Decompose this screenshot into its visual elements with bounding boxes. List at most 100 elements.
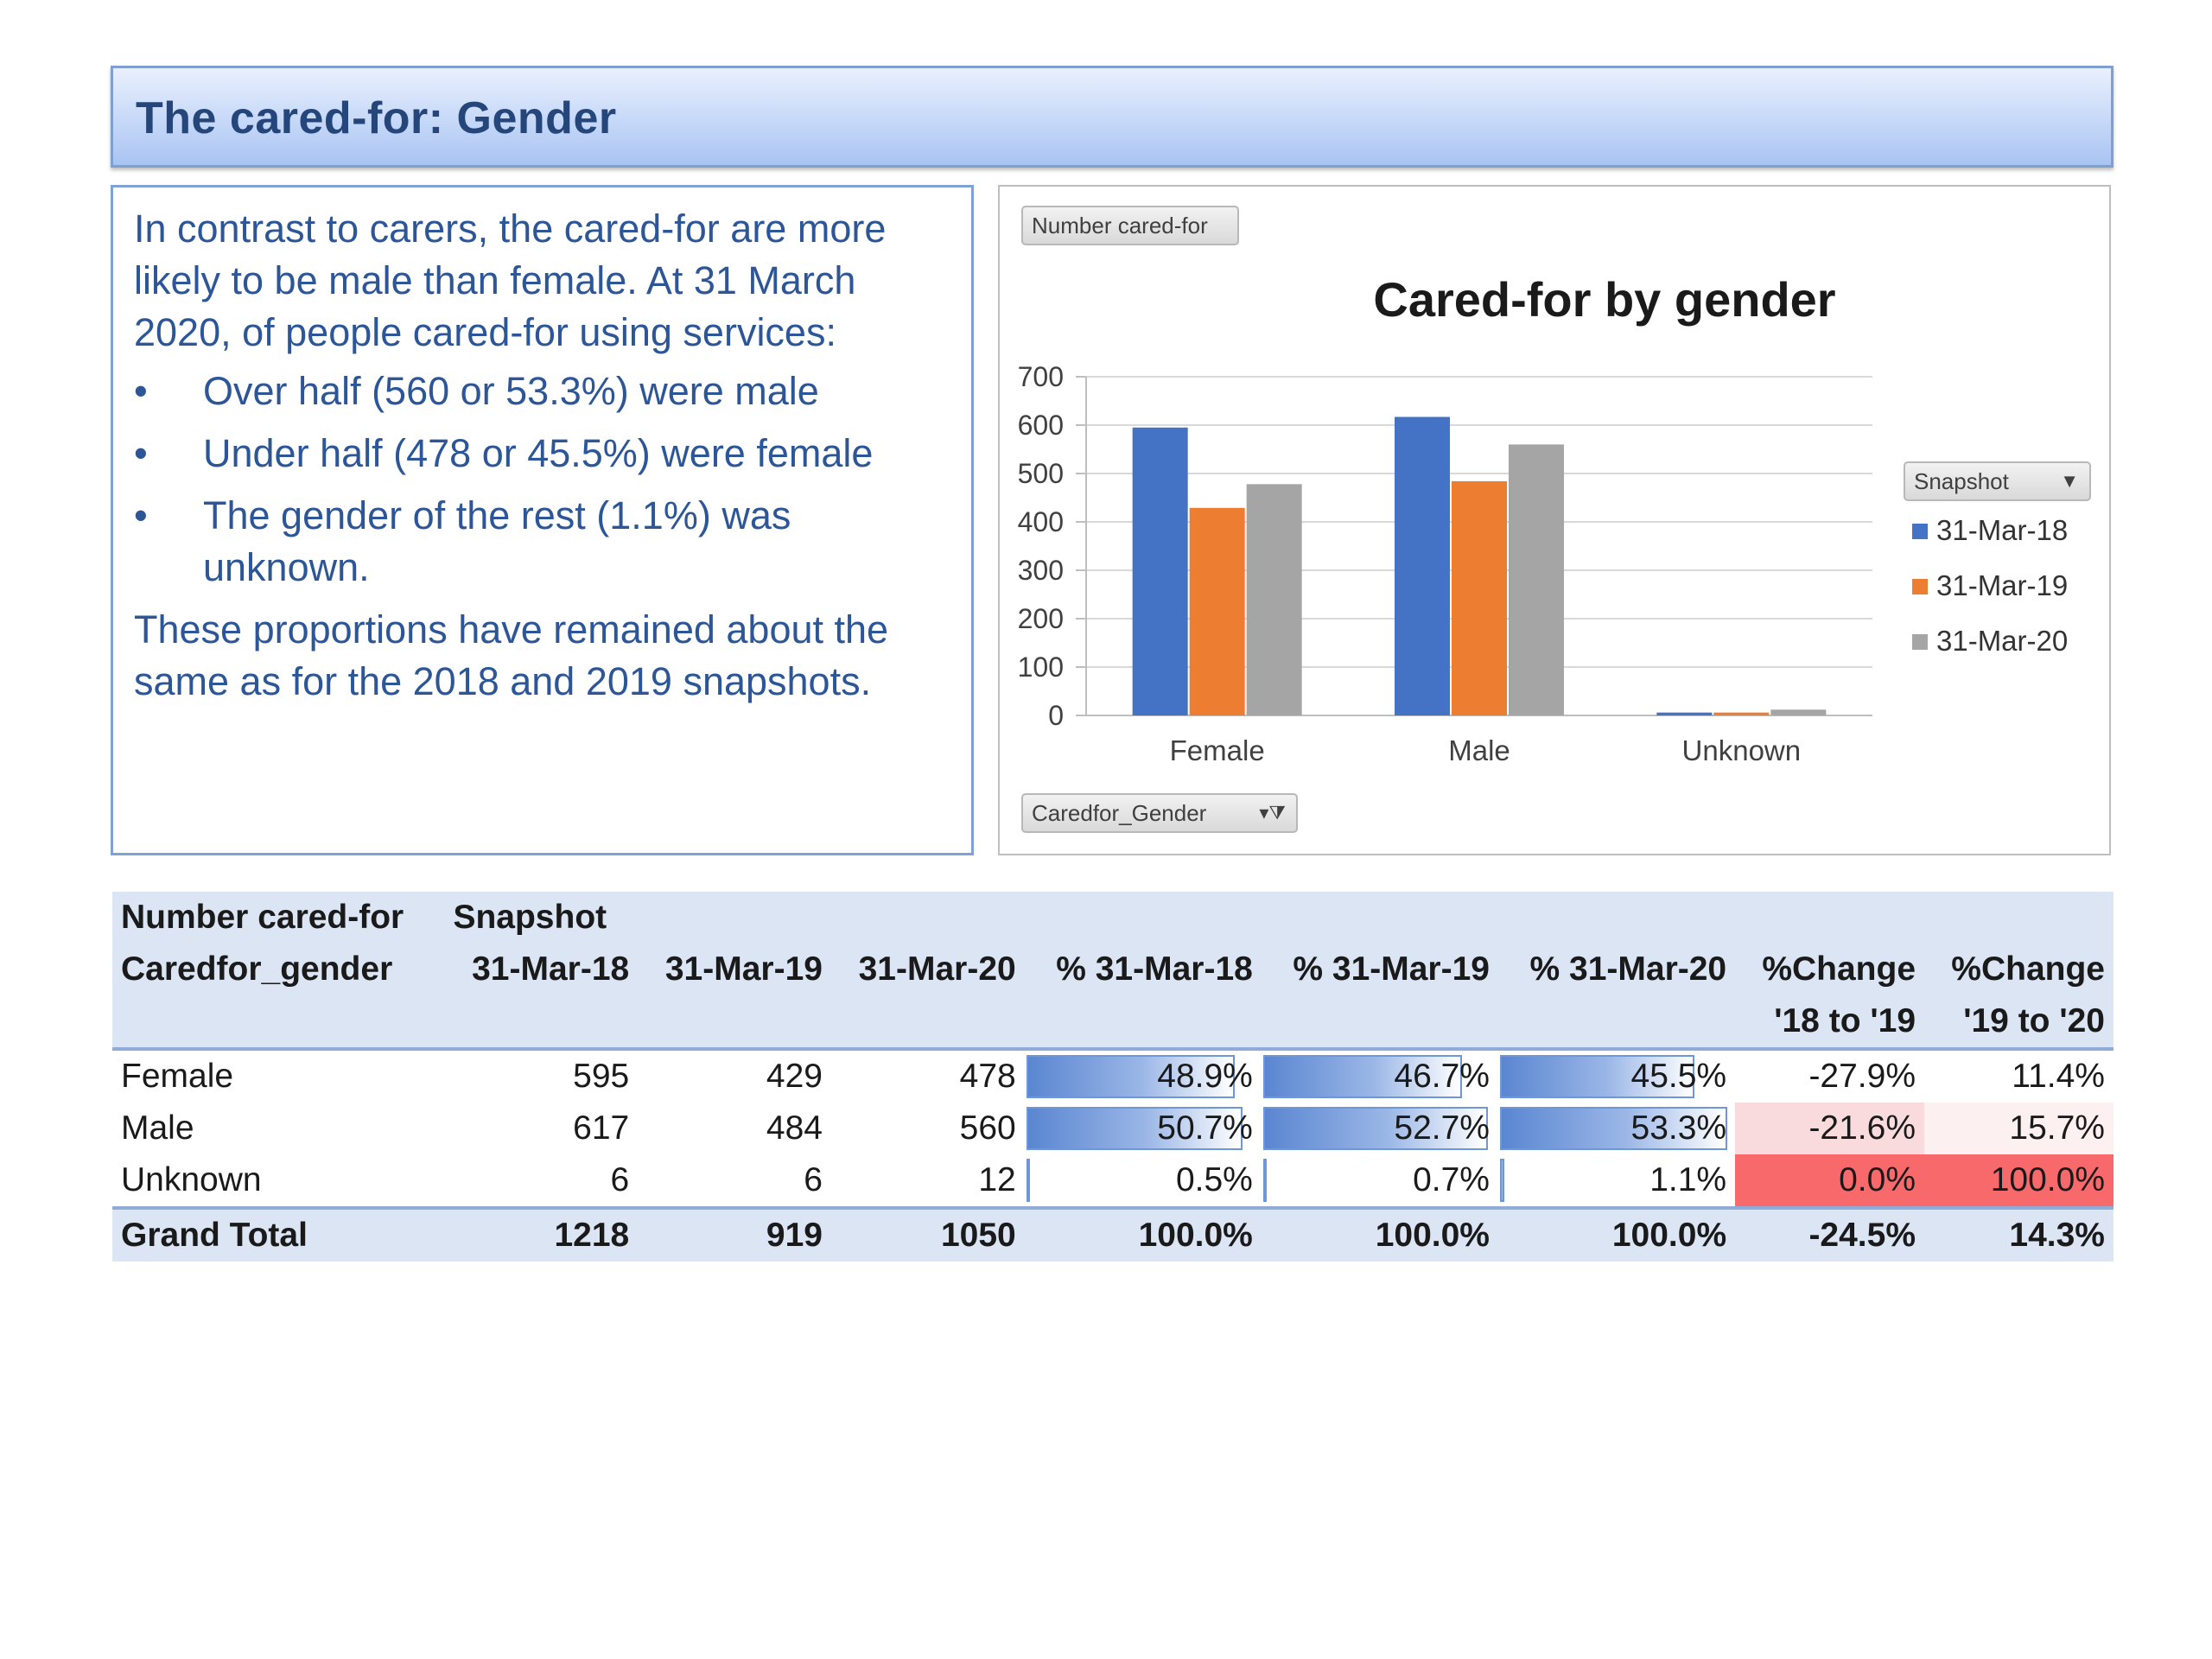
column-header: 31-Mar-18 — [444, 944, 639, 995]
count-cell: 6 — [610, 1161, 630, 1198]
bar-female-31-mar-20[interactable] — [1246, 484, 1302, 715]
y-tick-label: 100 — [1018, 652, 1064, 683]
bar-male-31-mar-19[interactable] — [1452, 480, 1507, 715]
y-tick-label: 500 — [1018, 458, 1064, 489]
percent-value: 0.7% — [1413, 1161, 1490, 1198]
bullet-text: The gender of the rest (1.1%) was unknow… — [203, 493, 791, 589]
row-label: Female — [121, 1058, 234, 1095]
table-row: Female 595 429 478 48.9% 46.7% 45.5% -27.9% 11.4… — [112, 1049, 2113, 1103]
data-bar — [1262, 1159, 1267, 1202]
percent-value: 46.7% — [1394, 1058, 1490, 1095]
bar-unknown-31-mar-20[interactable] — [1770, 709, 1827, 715]
count-cell: 478 — [959, 1058, 1016, 1095]
legend-item[interactable]: 31-Mar-20 — [1912, 624, 2068, 679]
summary-intro: In contrast to carers, the cared-for are… — [134, 207, 887, 354]
bullet-marker: • — [134, 431, 148, 475]
bar-female-31-mar-18[interactable] — [1132, 427, 1188, 715]
legend-swatch — [1912, 524, 1928, 539]
change-cell: 15.7% — [1924, 1103, 2113, 1154]
percent-cell: 53.3% — [1498, 1103, 1735, 1154]
grand-total-row: Grand Total 1218 919 1050 100.0% 100.0% … — [112, 1206, 2113, 1262]
table-column-field-header[interactable]: Snapshot — [444, 892, 639, 944]
row-label: Unknown — [121, 1161, 262, 1198]
table-row: Male 617 484 560 50.7% 52.7% 53.3% -21.6% 15.7% — [112, 1103, 2113, 1154]
count-cell: 484 — [766, 1109, 823, 1147]
change-cell: -21.6% — [1735, 1103, 1925, 1154]
count-cell: 12 — [978, 1161, 1016, 1198]
row-label: Male — [121, 1109, 194, 1147]
legend-label: 31-Mar-20 — [1936, 625, 2069, 657]
summary-bullets: • Over half (560 or 53.3%) were male • Und… — [134, 365, 950, 594]
chart-title: Cared-for by gender — [1373, 272, 1836, 327]
column-header: % 31-Mar-18 — [1024, 944, 1262, 995]
data-bar — [1499, 1055, 1694, 1098]
percent-value: 50.7% — [1157, 1109, 1253, 1147]
percent-cell: 45.5% — [1498, 1049, 1735, 1103]
change-cell: 11.4% — [1924, 1049, 2113, 1103]
legend-item[interactable]: 31-Mar-18 — [1912, 513, 2068, 569]
bar-male-31-mar-18[interactable] — [1395, 416, 1450, 715]
legend-label: 31-Mar-19 — [1936, 569, 2069, 601]
column-header-sub: '18 to '19 — [1735, 995, 1925, 1051]
bullet-marker: • — [134, 369, 148, 413]
legend-swatch — [1912, 634, 1928, 650]
data-bar — [1026, 1055, 1236, 1098]
legend-field-label: Snapshot — [1914, 468, 2009, 494]
summary-bullet: • The gender of the rest (1.1%) was unkno… — [134, 490, 950, 594]
total-value: -24.5% — [1735, 1206, 1925, 1262]
total-label: Grand Total — [112, 1206, 445, 1262]
y-tick-label: 600 — [1018, 410, 1064, 441]
percent-cell: 0.7% — [1262, 1154, 1498, 1208]
table-values-header[interactable]: Number cared-for — [112, 892, 445, 944]
data-bar — [1499, 1107, 1728, 1150]
data-bar — [1026, 1159, 1030, 1202]
bar-unknown-31-mar-18[interactable] — [1656, 712, 1713, 715]
table-row: Unknown 6 6 12 0.5% 0.7% 1.1% 0.0% 100.0% — [112, 1154, 2113, 1208]
total-value: 1050 — [830, 1206, 1025, 1262]
percent-value: 1.1% — [1649, 1161, 1727, 1198]
total-value: 1218 — [444, 1206, 639, 1262]
percent-value: 45.5% — [1630, 1058, 1727, 1095]
x-tick-label: Unknown — [1682, 734, 1802, 766]
percent-value: 0.5% — [1175, 1161, 1253, 1198]
column-header: %Change — [1924, 944, 2113, 995]
column-header: 31-Mar-20 — [830, 944, 1025, 995]
change-cell: 100.0% — [1924, 1154, 2113, 1208]
percent-value: 48.9% — [1157, 1058, 1253, 1095]
legend-item[interactable]: 31-Mar-19 — [1912, 569, 2068, 624]
total-value: 100.0% — [1261, 1206, 1498, 1262]
bar-male-31-mar-20[interactable] — [1509, 444, 1564, 715]
bar-female-31-mar-19[interactable] — [1189, 507, 1245, 715]
legend-label: 31-Mar-18 — [1936, 514, 2069, 546]
table-row-field-header[interactable]: Caredfor_gender — [112, 944, 445, 995]
y-tick-label: 200 — [1018, 603, 1064, 634]
bullet-marker: • — [134, 493, 148, 537]
dropdown-arrow-icon: ▼ — [2060, 470, 2079, 492]
column-header: % 31-Mar-19 — [1261, 944, 1498, 995]
filter-icon[interactable]: ▾⧩ — [1259, 802, 1286, 823]
legend-swatch — [1912, 579, 1928, 594]
y-tick-label: 400 — [1018, 506, 1064, 537]
axis-field-button[interactable]: Caredfor_Gender ▾⧩ — [1021, 793, 1298, 833]
total-value: 100.0% — [1024, 1206, 1262, 1262]
pivot-chart[interactable]: Number cared-for Cared-for by gender 0 10… — [998, 185, 2111, 855]
count-cell: 595 — [573, 1058, 630, 1095]
values-field-button[interactable]: Number cared-for — [1021, 206, 1239, 245]
change-cell: -27.9% — [1735, 1049, 1925, 1103]
y-tick-label: 300 — [1018, 555, 1064, 586]
legend-field-button[interactable]: Snapshot ▼ — [1904, 461, 2091, 501]
data-bar — [1262, 1055, 1463, 1098]
count-cell: 617 — [573, 1109, 630, 1147]
x-tick-label: Male — [1448, 734, 1510, 766]
summary-outro: These proportions have remained about th… — [134, 607, 889, 703]
column-header: 31-Mar-19 — [638, 944, 831, 995]
axis-field-label: Caredfor_Gender — [1032, 800, 1207, 826]
total-value: 14.3% — [1924, 1206, 2113, 1262]
pivot-table: Number cared-for Snapshot Caredfor_gende… — [112, 892, 2113, 1262]
x-tick-label: Female — [1170, 734, 1265, 766]
change-cell: 0.0% — [1735, 1154, 1925, 1208]
bar-unknown-31-mar-19[interactable] — [1713, 712, 1770, 715]
chart-legend: 31-Mar-18 31-Mar-19 31-Mar-20 — [1912, 513, 2068, 679]
column-header: % 31-Mar-20 — [1497, 944, 1736, 995]
column-header-sub: '19 to '20 — [1924, 995, 2113, 1051]
